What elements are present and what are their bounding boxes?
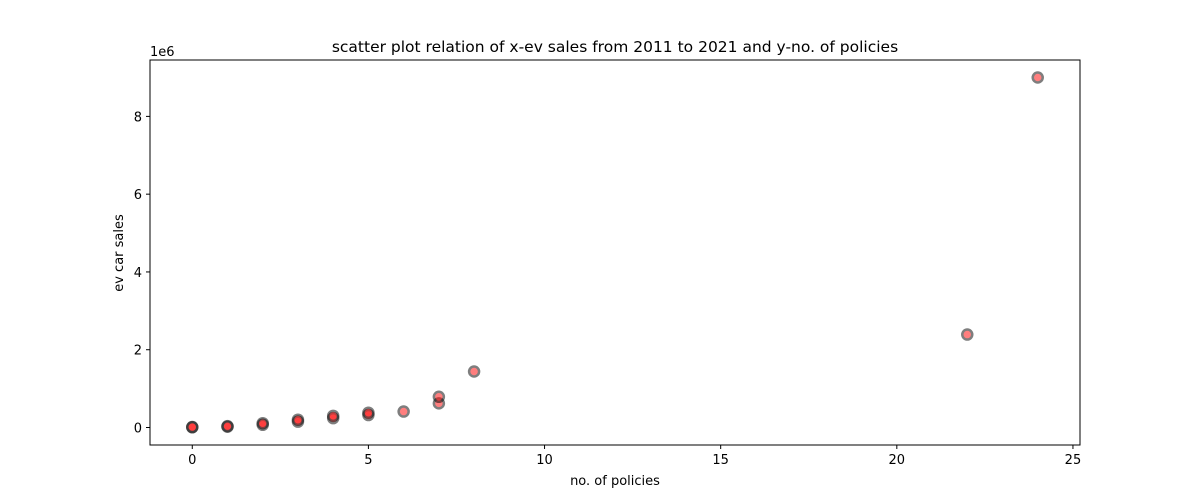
x-tick-label: 15 bbox=[712, 453, 729, 468]
data-points bbox=[186, 71, 1044, 434]
y-tick-label: 8 bbox=[134, 110, 142, 125]
scatter-point bbox=[961, 328, 974, 341]
x-tick-label: 20 bbox=[889, 453, 906, 468]
scatter-point bbox=[256, 416, 269, 430]
x-tick-label: 10 bbox=[536, 453, 553, 468]
scatter-point bbox=[397, 405, 410, 418]
y-tick-label: 2 bbox=[134, 344, 142, 359]
chart-title: scatter plot relation of x-ev sales from… bbox=[332, 38, 898, 56]
scatter-point bbox=[221, 419, 234, 433]
y-tick-label: 4 bbox=[134, 266, 142, 281]
x-tick-label: 0 bbox=[188, 453, 196, 468]
x-axis-label: no. of policies bbox=[570, 474, 660, 489]
y-axis-label: ev car sales bbox=[112, 214, 127, 292]
scatter-point bbox=[432, 390, 446, 404]
plot-frame bbox=[149, 59, 1081, 446]
scatter-point bbox=[362, 406, 375, 419]
scatter-point bbox=[467, 365, 481, 378]
scatter-point bbox=[186, 420, 199, 434]
scatter-point bbox=[326, 409, 340, 423]
y-tick-label: 0 bbox=[134, 422, 142, 437]
y-offset-label: 1e6 bbox=[150, 45, 175, 60]
x-tick-label: 5 bbox=[364, 453, 372, 468]
x-tick-label: 25 bbox=[1065, 453, 1082, 468]
scatter-point bbox=[1031, 71, 1044, 84]
y-tick-label: 6 bbox=[134, 188, 142, 203]
scatter-point bbox=[291, 413, 305, 426]
axis-ticks: 0 5 10 15 20 25 0 2 4 6 8 bbox=[134, 110, 1082, 468]
